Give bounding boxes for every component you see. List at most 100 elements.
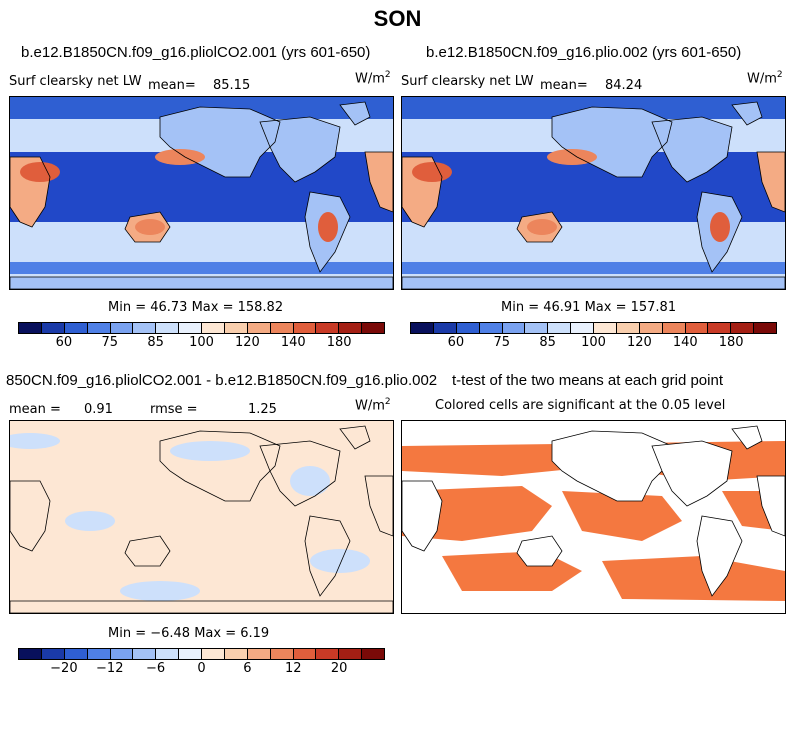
colorbar-cell xyxy=(224,323,248,333)
panel2-case-title: b.e12.B1850CN.f09_g16.plio.002 (yrs 601-… xyxy=(426,44,742,61)
panel3-case-title: 850CN.f09_g16.pliolCO2.001 - b.e12.B1850… xyxy=(6,372,438,389)
coastline xyxy=(756,151,785,213)
colorbar-cell xyxy=(202,649,225,659)
diff-patch xyxy=(290,466,330,496)
panel3-rmse-value: 1.25 xyxy=(248,402,277,417)
coastline xyxy=(731,425,763,450)
colorbar-cell xyxy=(41,649,65,659)
colorbar-cell xyxy=(133,649,157,659)
colorbar-tick-label: 120 xyxy=(626,335,652,350)
colorbar-cell xyxy=(270,323,294,333)
colorbar-cell xyxy=(433,323,457,333)
colorbar-cell xyxy=(456,323,480,333)
panel1-variable-label: Surf clearsky net LW xyxy=(9,74,142,89)
panel3-map xyxy=(9,420,394,614)
coastline xyxy=(402,276,785,289)
coastline xyxy=(10,600,393,613)
colorbar-cell xyxy=(731,323,755,333)
panel2-stat-value: 84.24 xyxy=(605,78,643,93)
coastline xyxy=(124,535,171,567)
significant-region xyxy=(562,491,682,541)
diff-patch xyxy=(310,549,370,573)
coastline xyxy=(402,480,443,552)
colorbar-tick-label: 180 xyxy=(718,335,744,350)
colorbar-tick-label: 12 xyxy=(284,661,302,676)
panel3-map-svg xyxy=(10,421,393,613)
panel4-map xyxy=(401,420,786,614)
colorbar-tick-label: 180 xyxy=(326,335,352,350)
coastline xyxy=(10,480,51,552)
colorbar-cell xyxy=(754,323,776,333)
panel1-map-svg xyxy=(10,97,393,289)
colorbar-cell xyxy=(594,323,617,333)
colorbar-tick-label: −20 xyxy=(50,661,78,676)
panel2-map-svg xyxy=(402,97,785,289)
colorbar-tick-label: 120 xyxy=(234,335,260,350)
coastline xyxy=(364,475,393,537)
desert-hotspot xyxy=(318,212,338,242)
panel1-stat-value: 85.15 xyxy=(213,78,251,93)
panel3-colorbar xyxy=(18,648,385,660)
coastline xyxy=(696,515,743,597)
panel2-variable-label: Surf clearsky net LW xyxy=(401,74,534,89)
coastline xyxy=(304,191,351,273)
coastline xyxy=(551,106,673,178)
coastline xyxy=(10,156,51,228)
coastline xyxy=(339,425,371,450)
desert-hotspot xyxy=(155,149,205,165)
southern-band xyxy=(402,262,785,274)
colorbar-tick-label: 100 xyxy=(581,335,606,350)
panel3-colorbar-ticks: −20 −12 −6 0 6 12 20 xyxy=(18,661,385,679)
colorbar-cell xyxy=(548,323,572,333)
coastline xyxy=(551,430,673,502)
diff-patch xyxy=(65,511,115,531)
panel1-colorbar-ticks: 60 75 85 100 120 140 180 xyxy=(18,335,385,353)
colorbar-cell xyxy=(525,323,549,333)
colorbar-cell xyxy=(339,323,363,333)
colorbar-cell xyxy=(270,649,294,659)
colorbar-cell xyxy=(87,323,111,333)
panel3-units: W/m2 xyxy=(355,397,391,414)
panel4-map-svg xyxy=(402,421,785,613)
colorbar-cell xyxy=(502,323,526,333)
colorbar-cell xyxy=(224,649,248,659)
land-fill xyxy=(757,152,785,212)
colorbar-tick-label: −12 xyxy=(96,661,124,676)
colorbar-cell xyxy=(293,323,317,333)
colorbar-cell xyxy=(639,323,663,333)
panel1-units: W/m2 xyxy=(355,70,391,87)
colorbar-cell xyxy=(247,323,271,333)
colorbar-tick-label: 60 xyxy=(447,335,465,350)
land-fill xyxy=(340,102,370,125)
colorbar-cell xyxy=(64,649,88,659)
land-fill xyxy=(402,277,785,289)
panel1-min-max: Min = 46.73 Max = 158.82 xyxy=(108,300,284,315)
panel1-colorbar xyxy=(18,322,385,334)
colorbar-cell xyxy=(411,323,434,333)
panel2-units: W/m2 xyxy=(747,70,783,87)
coastline xyxy=(696,191,743,273)
colorbar-cell xyxy=(362,323,384,333)
colorbar-cell xyxy=(202,323,225,333)
panel1-stat-label: mean= xyxy=(148,78,196,93)
colorbar-tick-label: 85 xyxy=(539,335,556,350)
panel2-stat-label: mean= xyxy=(540,78,588,93)
coastline xyxy=(731,101,763,126)
colorbar-cell xyxy=(316,649,340,659)
colorbar-tick-label: 6 xyxy=(243,661,252,676)
desert-hotspot xyxy=(547,149,597,165)
desert-hotspot xyxy=(20,162,60,182)
colorbar-cell xyxy=(179,323,202,333)
colorbar-cell xyxy=(87,649,111,659)
coastline xyxy=(259,116,341,183)
colorbar-cell xyxy=(662,323,686,333)
diff-patch xyxy=(10,433,60,449)
coastline xyxy=(159,106,281,178)
colorbar-cell xyxy=(41,323,65,333)
colorbar-cell xyxy=(156,649,180,659)
colorbar-cell xyxy=(316,323,340,333)
colorbar-tick-label: −6 xyxy=(146,661,166,676)
colorbar-cell xyxy=(19,649,42,659)
land-fill xyxy=(732,102,762,125)
panel4-case-title: t-test of the two means at each grid poi… xyxy=(452,372,723,389)
